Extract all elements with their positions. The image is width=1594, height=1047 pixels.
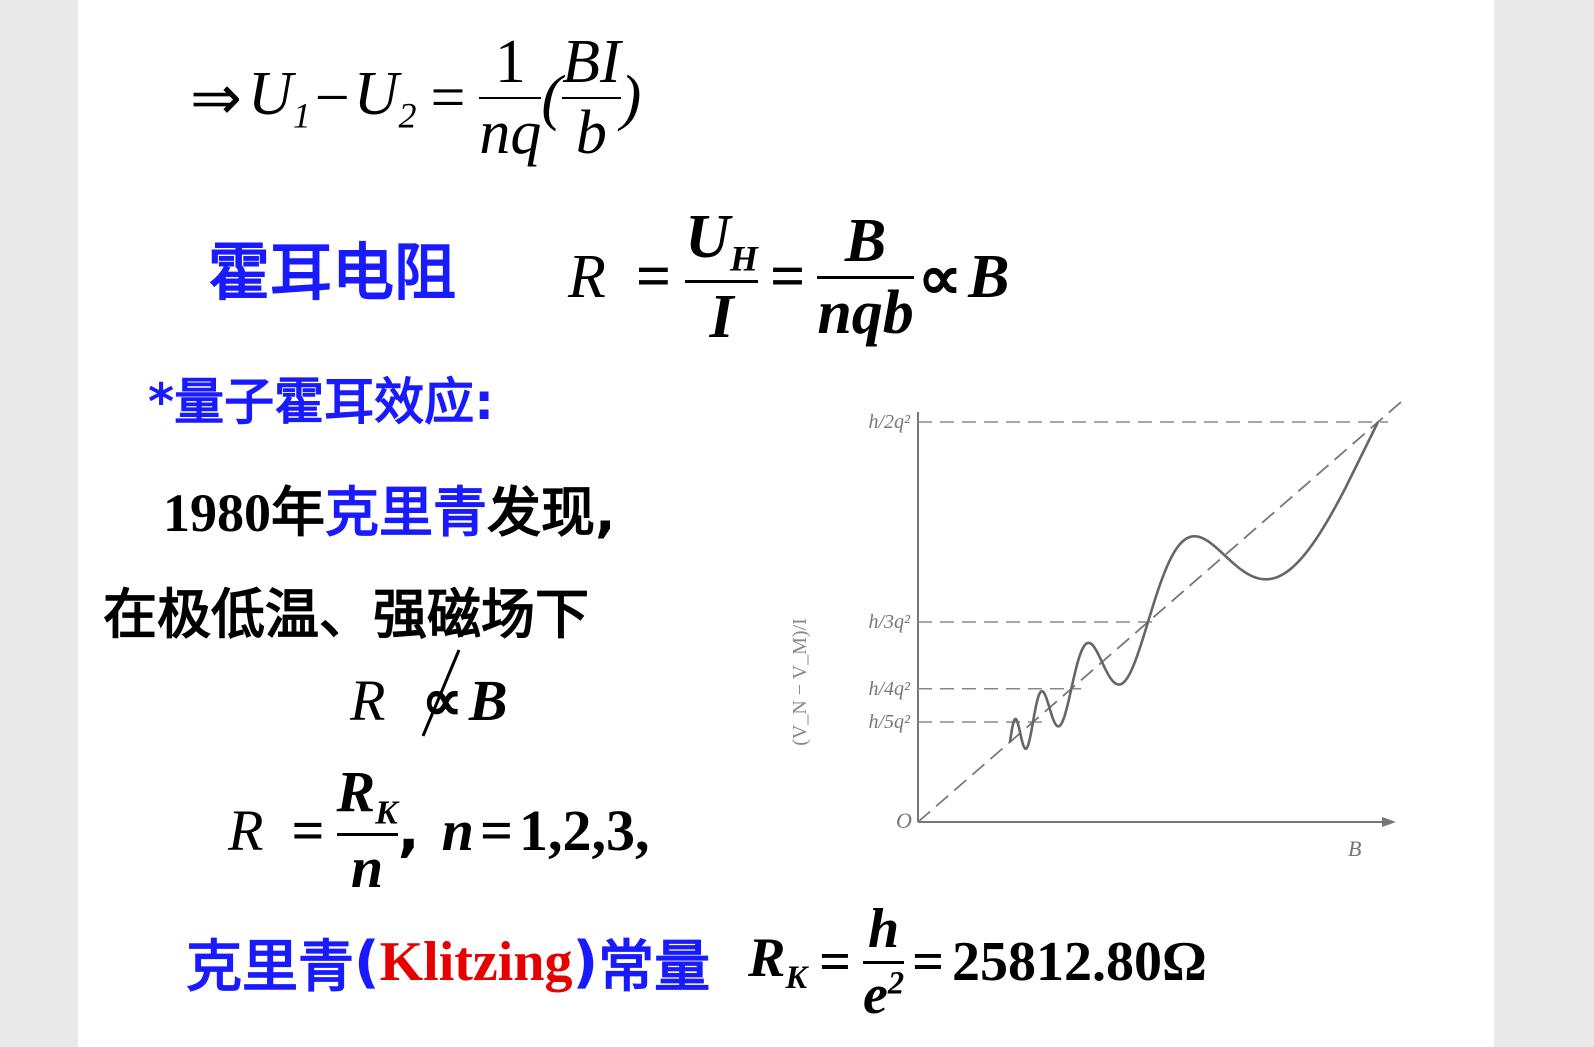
equals-sign: = bbox=[912, 931, 945, 993]
origin-label: O bbox=[896, 808, 912, 833]
equals-sign: = bbox=[769, 243, 806, 311]
b-symbol: B bbox=[968, 243, 1010, 311]
denominator: e2 bbox=[863, 963, 905, 1026]
fraction-bar bbox=[863, 960, 905, 964]
klitzing-chinese-name: 克里青 bbox=[186, 934, 354, 1000]
equation-quantized-resistance: R = RK n , n = 1,2,3, bbox=[228, 761, 650, 898]
paren-open: ( bbox=[541, 63, 563, 132]
plateau-label: h/3q² bbox=[868, 611, 911, 633]
fraction-one-over-nq: 1 nq bbox=[479, 27, 542, 167]
classical-hall-line bbox=[917, 397, 1407, 823]
denominator: nq bbox=[479, 99, 542, 167]
equals-sign: = bbox=[635, 243, 672, 311]
b-symbol: B bbox=[468, 667, 508, 733]
klitzing-name: 克里青 bbox=[325, 481, 487, 544]
x-axis-label: B bbox=[1348, 836, 1361, 861]
not-proportional-symbol: ∝ bbox=[421, 649, 463, 737]
paren-close: ) bbox=[620, 63, 642, 132]
year-suffix: 年 bbox=[271, 481, 325, 544]
slide: ⇒ U1 − U2 = 1 nq ( BI b ) 霍耳电阻 R = UH I … bbox=[78, 0, 1494, 1047]
plateau-label: h/2q² bbox=[868, 411, 911, 433]
r-symbol: R bbox=[228, 797, 264, 863]
strike-line bbox=[422, 649, 461, 737]
klitzing-constant-line: 克里青 ( Klitzing ) 常量 RK = h e2 = 25812.80… bbox=[186, 892, 1207, 1032]
quantum-hall-title: *量子霍耳效应: bbox=[148, 373, 495, 431]
implies-arrow: ⇒ bbox=[190, 65, 242, 133]
constant-word: 常量 bbox=[598, 934, 711, 1000]
n-values: 1,2,3, bbox=[519, 797, 650, 863]
hall-resistance-label: 霍耳电阻 bbox=[208, 236, 457, 309]
fraction-h-over-e2: h e2 bbox=[863, 897, 905, 1026]
n-symbol: n bbox=[441, 797, 474, 863]
proportional-symbol: ∝ bbox=[917, 244, 963, 313]
fraction-bar bbox=[562, 97, 621, 99]
r-symbol: R bbox=[568, 243, 606, 311]
x-axis-arrow bbox=[1382, 817, 1396, 827]
numerator: B bbox=[844, 206, 887, 275]
numerator: h bbox=[868, 897, 900, 960]
denominator: nqb bbox=[817, 279, 914, 347]
klitzing-latin-name: Klitzing bbox=[379, 931, 573, 993]
fraction-rk-over-n: RK n bbox=[336, 758, 398, 900]
klitzing-value: 25812.80Ω bbox=[952, 931, 1207, 993]
quantum-hall-curve bbox=[1008, 421, 1380, 751]
equals-sign: = bbox=[479, 797, 513, 863]
rk-symbol: RK bbox=[748, 927, 808, 997]
y-axis-label: (V_N − V_M)/I bbox=[789, 618, 811, 746]
paren-close: ) bbox=[572, 929, 599, 995]
paren-open: ( bbox=[354, 929, 380, 995]
numerator: UH bbox=[685, 202, 758, 279]
u2-symbol: U2 bbox=[353, 60, 417, 136]
quantum-hall-chart: h/2q² h/3q² h/4q² h/5q² O B (V_N − V_M)/I bbox=[789, 397, 1407, 861]
numerator: RK bbox=[336, 758, 398, 832]
fraction-bar bbox=[479, 97, 542, 99]
fraction-bar bbox=[817, 276, 914, 279]
equals-sign: = bbox=[291, 797, 325, 863]
conditions-line: 在极低温、强磁场下 bbox=[103, 583, 589, 646]
denominator: b bbox=[575, 99, 607, 167]
equation-hall-resistance: R = UH I = B nqb ∝ B bbox=[568, 202, 1010, 352]
plateau-label: h/5q² bbox=[868, 711, 911, 733]
discovered-text: 发现, bbox=[487, 481, 616, 544]
denominator: n bbox=[350, 834, 384, 900]
discovery-line: 1980年克里青发现, bbox=[163, 468, 616, 547]
numerator: 1 bbox=[494, 27, 526, 96]
fraction-b-over-nqb: B nqb bbox=[817, 206, 914, 347]
minus-sign: − bbox=[314, 63, 350, 132]
fraction-uh-over-i: UH I bbox=[685, 202, 758, 352]
equals-sign: = bbox=[430, 63, 466, 132]
denominator: I bbox=[709, 283, 734, 352]
not-proportional-relation: R ∝ B bbox=[350, 649, 508, 740]
equals-sign: = bbox=[819, 931, 852, 993]
comma: , bbox=[397, 796, 420, 864]
fraction-bar bbox=[685, 280, 758, 284]
u1-symbol: U1 bbox=[247, 60, 311, 136]
fraction-bar bbox=[336, 832, 398, 836]
r-symbol: R bbox=[350, 667, 386, 733]
numerator: BI bbox=[562, 27, 621, 96]
plateau-label: h/4q² bbox=[868, 678, 911, 700]
equation-hall-voltage: ⇒ U1 − U2 = 1 nq ( BI b ) bbox=[190, 18, 641, 178]
year: 1980 bbox=[163, 483, 271, 543]
fraction-bi-over-b: BI b bbox=[562, 27, 621, 167]
